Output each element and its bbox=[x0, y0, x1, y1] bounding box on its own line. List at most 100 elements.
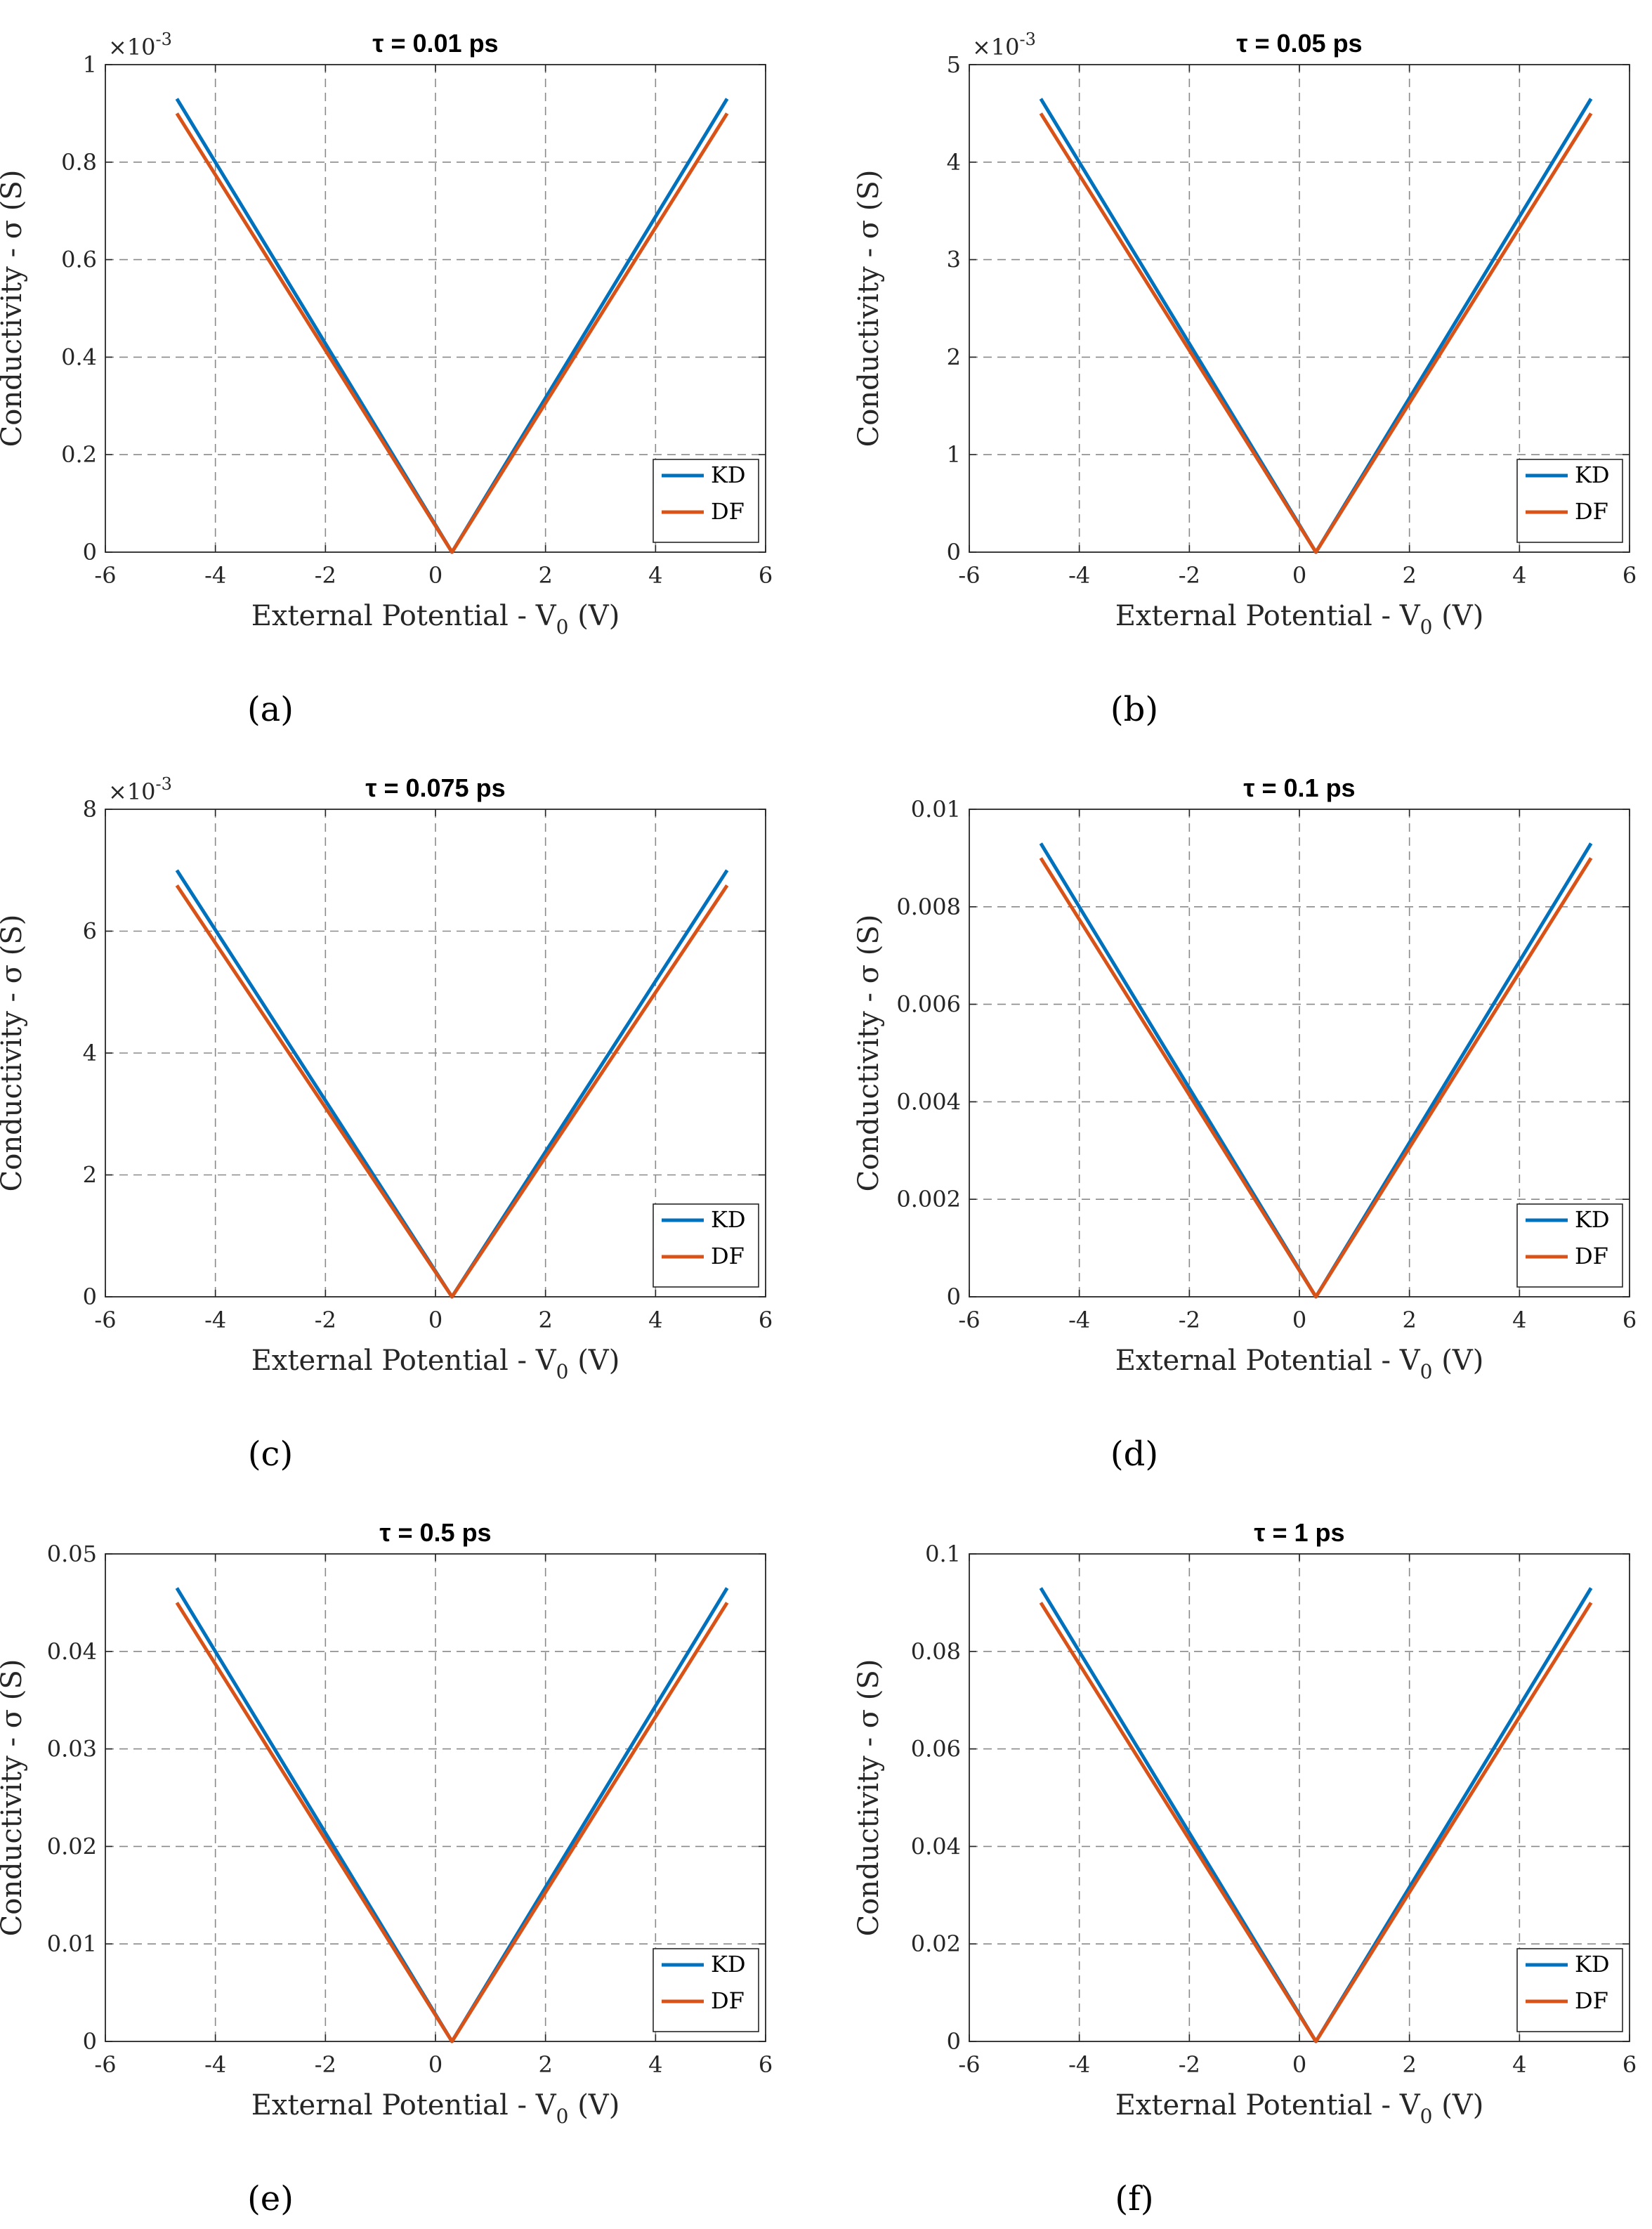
legend-box bbox=[653, 459, 759, 543]
x-axis-label-subscript: 0 bbox=[1420, 1360, 1433, 1383]
y-axis-label: Conductivity - σ (S) bbox=[853, 170, 885, 447]
x-tick-label: -4 bbox=[1068, 562, 1090, 589]
x-tick-label: -2 bbox=[315, 2051, 336, 2078]
legend: KD DF bbox=[1516, 1203, 1623, 1288]
axis-exponent-label: ×10-3 bbox=[972, 30, 1036, 60]
x-tick-label: -4 bbox=[204, 2051, 226, 2078]
x-tick-label: 2 bbox=[1402, 1307, 1416, 1333]
y-tick-label: 8 bbox=[83, 796, 97, 823]
legend: KD DF bbox=[1516, 459, 1623, 543]
legend: KD DF bbox=[1516, 1948, 1623, 2032]
x-tick-label: 0 bbox=[1292, 562, 1306, 589]
panel-label: (e) bbox=[247, 2179, 294, 2218]
y-tick-label: 4 bbox=[947, 149, 961, 176]
legend-label-kd: KD bbox=[1575, 1951, 1610, 1978]
x-tick-label: -6 bbox=[94, 2051, 116, 2078]
legend-box bbox=[1516, 1948, 1623, 2032]
x-tick-label: 2 bbox=[538, 2051, 552, 2078]
x-axis-label-main: External Potential - V bbox=[251, 600, 557, 632]
chart-panel-e: -6 -4 -2 0 2 4 6 0 0.01 0.02 0.03 0.04 0.05 τ = 0.5 p… bbox=[0, 1518, 773, 2218]
y-tick-label: 0.006 bbox=[896, 991, 961, 1018]
series-line-df bbox=[175, 112, 729, 554]
x-axis-label-subscript: 0 bbox=[556, 2105, 569, 2128]
chart-panel-b: -6 -4 -2 0 2 4 6 0 1 2 3 4 5 ×10-3 τ = 0.05 ps KD DF Exte… bbox=[853, 29, 1637, 729]
x-tick-label: -6 bbox=[958, 2051, 980, 2078]
y-tick-label: 2 bbox=[83, 1162, 97, 1189]
x-axis-label-unit: (V) bbox=[568, 600, 620, 632]
legend-label-kd: KD bbox=[711, 462, 746, 488]
legend-label-df: DF bbox=[711, 1987, 745, 2014]
x-tick-label: -4 bbox=[204, 1307, 226, 1333]
x-axis-label-main: External Potential - V bbox=[251, 2089, 557, 2122]
y-tick-label: 0.1 bbox=[925, 1541, 961, 1567]
y-tick-label: 0.8 bbox=[61, 149, 97, 176]
x-tick-label: 4 bbox=[1512, 2051, 1526, 2078]
y-tick-label: 0.6 bbox=[61, 247, 97, 273]
y-tick-label: 4 bbox=[83, 1040, 97, 1066]
x-axis-label: External Potential - V0 (V) bbox=[251, 2089, 620, 2128]
x-axis-label-subscript: 0 bbox=[1420, 2105, 1433, 2128]
x-axis-label-subscript: 0 bbox=[556, 1360, 569, 1383]
x-tick-label: -6 bbox=[958, 562, 980, 589]
axes-box bbox=[969, 1553, 1630, 2042]
y-tick-label: 0.008 bbox=[896, 894, 961, 920]
y-tick-label: 0.02 bbox=[47, 1833, 97, 1859]
chart-title: τ = 0.05 ps bbox=[1236, 29, 1362, 58]
y-tick-label: 0.2 bbox=[61, 441, 97, 468]
x-tick-label: -6 bbox=[958, 1307, 980, 1333]
legend-box bbox=[1516, 459, 1623, 543]
x-tick-label: 0 bbox=[1292, 1307, 1306, 1333]
x-axis-label-main: External Potential - V bbox=[1115, 600, 1421, 632]
y-tick-label: 0.08 bbox=[911, 1638, 961, 1665]
x-axis-label: External Potential - V0 (V) bbox=[1115, 2089, 1484, 2128]
axes-box bbox=[969, 809, 1630, 1297]
series-line-df bbox=[1039, 857, 1593, 1299]
x-axis-label: External Potential - V0 (V) bbox=[1115, 600, 1484, 639]
x-tick-label: 0 bbox=[428, 2051, 442, 2078]
y-tick-label: 0.01 bbox=[911, 796, 961, 823]
x-tick-label: -2 bbox=[1179, 2051, 1200, 2078]
y-tick-label: 0 bbox=[947, 539, 961, 566]
panel-label: (d) bbox=[1110, 1434, 1158, 1474]
axes-box bbox=[105, 64, 766, 553]
exponent-base: ×10 bbox=[108, 778, 156, 805]
x-tick-label: 2 bbox=[1402, 2051, 1416, 2078]
chart-panel-a: -6 -4 -2 0 2 4 6 0 0.2 0.4 0.6 0.8 1 ×10-3 τ = 0.01 ps… bbox=[0, 29, 773, 729]
x-axis-label-unit: (V) bbox=[568, 2089, 620, 2122]
x-tick-label: 0 bbox=[1292, 2051, 1306, 2078]
chart-panel-f: -6 -4 -2 0 2 4 6 0 0.02 0.04 0.06 0.08 0.1 τ = 1 ps KD… bbox=[853, 1518, 1637, 2218]
x-tick-label: -2 bbox=[1179, 562, 1200, 589]
x-tick-label: 4 bbox=[648, 1307, 662, 1333]
x-tick-label: 2 bbox=[538, 1307, 552, 1333]
y-tick-label: 0.01 bbox=[47, 1930, 97, 1957]
y-tick-label: 6 bbox=[83, 918, 97, 945]
x-axis-label-unit: (V) bbox=[568, 1345, 620, 1377]
y-tick-label: 5 bbox=[947, 51, 961, 78]
x-tick-label: 4 bbox=[1512, 1307, 1526, 1333]
y-tick-label: 2 bbox=[947, 344, 961, 370]
y-tick-label: 0.02 bbox=[911, 1930, 961, 1957]
x-tick-label: -4 bbox=[204, 562, 226, 589]
y-tick-label: 0 bbox=[83, 2028, 97, 2055]
legend-label-df: DF bbox=[711, 1243, 745, 1269]
x-axis-label: External Potential - V0 (V) bbox=[251, 600, 620, 639]
panel-label: (b) bbox=[1110, 690, 1158, 729]
y-tick-label: 0.4 bbox=[61, 344, 97, 370]
legend-label-df: DF bbox=[711, 498, 745, 525]
legend-box bbox=[653, 1948, 759, 2032]
panel-label: (a) bbox=[247, 690, 294, 729]
legend: KD DF bbox=[653, 1948, 759, 2032]
x-axis-label-main: External Potential - V bbox=[1115, 2089, 1421, 2122]
y-tick-label: 0 bbox=[947, 1283, 961, 1310]
chart-panel-c: -6 -4 -2 0 2 4 6 0 2 4 6 8 ×10-3 τ = 0.075 ps KD DF Exte… bbox=[0, 773, 773, 1474]
axes-box bbox=[105, 809, 766, 1297]
x-tick-label: -2 bbox=[315, 562, 336, 589]
x-tick-label: 6 bbox=[759, 562, 773, 589]
x-axis-label-unit: (V) bbox=[1432, 1345, 1483, 1377]
series-line-df bbox=[175, 884, 729, 1299]
x-tick-label: 6 bbox=[759, 2051, 773, 2078]
legend-box bbox=[1516, 1203, 1623, 1288]
x-axis-label-unit: (V) bbox=[1432, 600, 1483, 632]
y-tick-label: 0.04 bbox=[47, 1638, 97, 1665]
chart-title: τ = 0.01 ps bbox=[372, 29, 498, 58]
